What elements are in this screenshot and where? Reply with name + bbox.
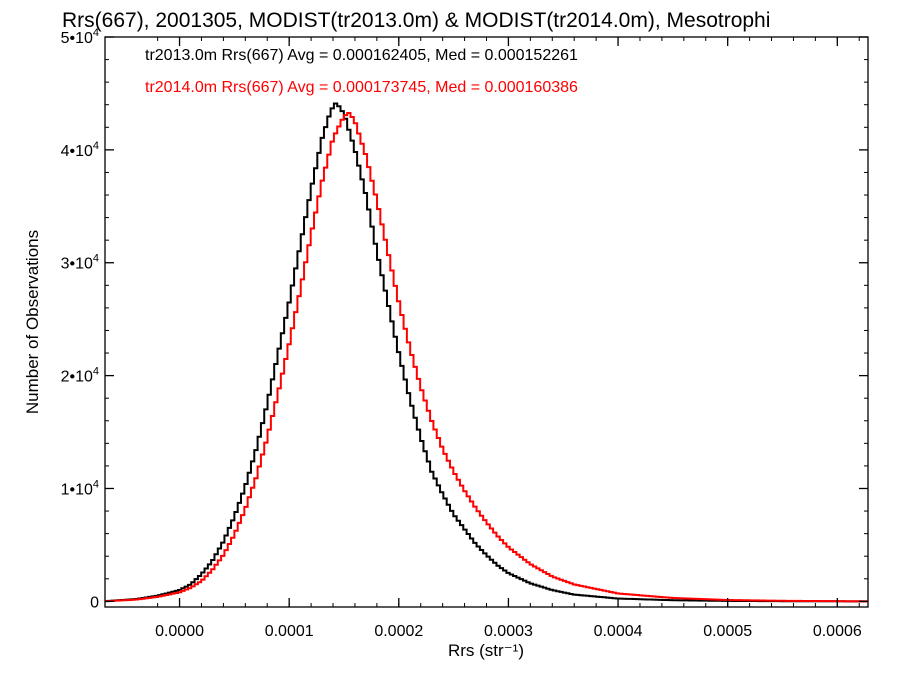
x-tick-label-4: 0.0004 [594,623,643,640]
x-axis-label-base: Rrs (str⁻¹) [448,641,524,660]
tick-layer: 0.0000 0.0001 0.0002 0.0003 0.0004 0.0005 0.00… [61,27,868,640]
chart-title: Rrs(667), 2001305, MODIST(tr2013.0m) & M… [62,9,770,32]
y-tick-label-5: 5•104 [61,27,99,47]
y-tick-label-3: 3•104 [61,253,99,273]
plot-area: 0.0000 0.0001 0.0002 0.0003 0.0004 0.0005 0.00… [61,27,869,640]
x-tick-label-0: 0.0000 [155,623,204,640]
x-tick-label-1: 0.0001 [265,623,314,640]
y-tick-label-0: 0 [90,594,99,611]
series-line-0 [105,102,868,603]
y-tick-label-1: 1•104 [61,478,99,498]
legend-entry-1: tr2014.0m Rrs(667) Avg = 0.000173745, Me… [145,79,578,96]
series-line-1 [105,112,868,603]
legend-entry-0: tr2013.0m Rrs(667) Avg = 0.000162405, Me… [145,47,578,64]
y-tick-label-2: 2•104 [61,366,99,386]
x-tick-label-2: 0.0002 [374,623,423,640]
x-tick-label-3: 0.0003 [484,623,533,640]
series-layer [105,102,868,603]
y-tick-label-4: 4•104 [61,140,99,160]
x-tick-label-5: 0.0005 [703,623,752,640]
x-axis-label: Rrs (str⁻¹) [448,641,524,660]
x-tick-label-6: 0.0006 [813,623,862,640]
y-axis-label: Number of Observations [23,230,42,414]
